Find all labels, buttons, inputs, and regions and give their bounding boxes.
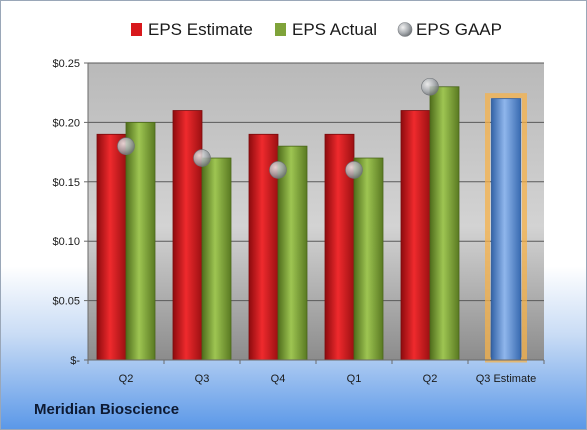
legend-item: EPS GAAP bbox=[397, 20, 502, 39]
x-tick-label: Q3 bbox=[195, 373, 210, 385]
y-tick-label: $- bbox=[70, 355, 80, 367]
legend-swatch bbox=[131, 23, 142, 36]
x-tick-label: Q4 bbox=[271, 373, 286, 385]
y-tick-label: $0.25 bbox=[52, 58, 80, 70]
legend-swatch bbox=[275, 23, 286, 36]
legend-item: EPS Estimate bbox=[131, 20, 253, 39]
x-axis: Q2 Q3 Q4 Q1 Q2 Q3 Estimate bbox=[87, 359, 545, 385]
legend-label: EPS Estimate bbox=[148, 20, 253, 39]
x-tick-label: Q2 bbox=[119, 373, 134, 385]
x-tick-label: Q1 bbox=[347, 373, 362, 385]
gridlines bbox=[88, 62, 544, 302]
gaap-point bbox=[269, 161, 287, 179]
bar-eps-estimate bbox=[96, 133, 127, 361]
legend: EPS Estimate EPS Actual EPS GAAP bbox=[131, 20, 502, 39]
bar-eps-actual bbox=[201, 157, 232, 361]
bar-q3-estimate bbox=[491, 98, 521, 361]
legend-label: EPS Actual bbox=[292, 20, 377, 39]
y-tick-label: $0.10 bbox=[52, 236, 80, 248]
legend-item: EPS Actual bbox=[275, 20, 377, 39]
gaap-point bbox=[421, 77, 439, 96]
y-tick-label: $0.15 bbox=[52, 177, 80, 189]
y-tick-label: $0.05 bbox=[52, 296, 80, 308]
gaap-point bbox=[193, 149, 211, 167]
bar-eps-actual bbox=[429, 86, 460, 361]
y-tick-label: $0.20 bbox=[52, 117, 80, 129]
gaap-point bbox=[345, 161, 363, 179]
legend-swatch bbox=[397, 22, 413, 37]
gaap-point bbox=[117, 137, 135, 155]
x-tick-label: Q3 Estimate bbox=[476, 373, 537, 385]
bar-eps-estimate bbox=[172, 110, 203, 361]
company-name: Meridian Bioscience bbox=[34, 401, 180, 418]
y-axis: $- $0.05 $0.10 $0.15 $0.20 $0.25 bbox=[52, 58, 89, 367]
legend-label: EPS GAAP bbox=[416, 20, 502, 39]
gaap-markers bbox=[117, 77, 439, 179]
plot-area bbox=[88, 63, 544, 360]
bar-eps-actual bbox=[277, 145, 308, 361]
bar-eps-estimate bbox=[400, 110, 431, 361]
bar-eps-actual bbox=[353, 157, 384, 361]
bar-eps-actual bbox=[125, 122, 156, 361]
x-tick-label: Q2 bbox=[423, 373, 438, 385]
